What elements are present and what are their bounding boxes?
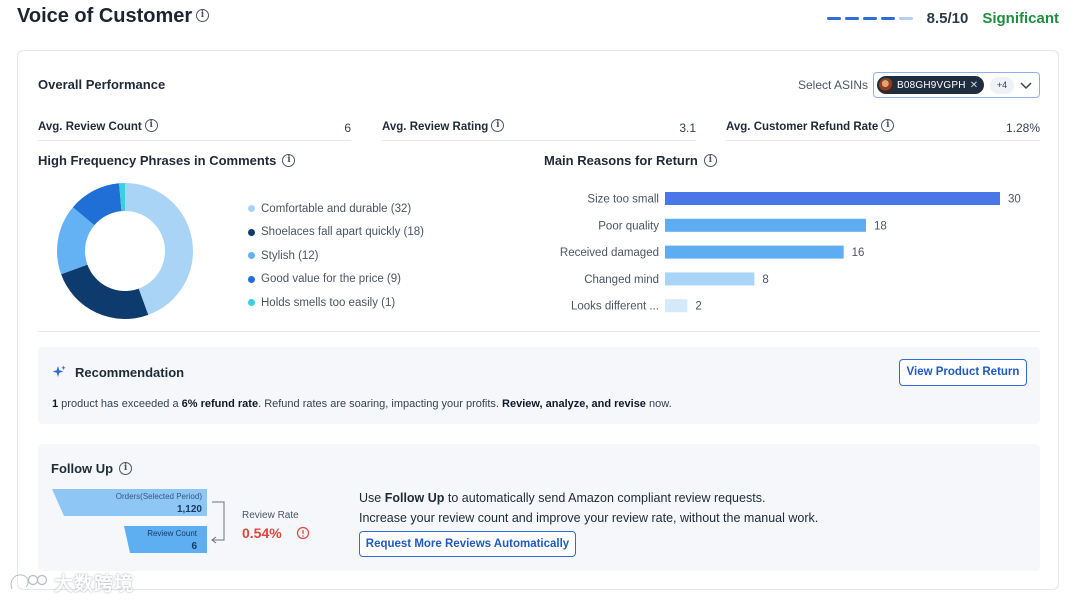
page-header: Voice of Customer i 8.5/10 Significant — [17, 5, 1063, 31]
donut-slice[interactable] — [125, 183, 193, 315]
review-count-value: 6 — [191, 541, 197, 552]
donut-slice[interactable] — [119, 183, 125, 212]
legend-swatch — [248, 228, 255, 236]
funnel-orders-shape — [52, 489, 207, 516]
bar-category-label: Changed mind — [584, 274, 659, 286]
legend-label: Stylish (12) — [261, 249, 319, 262]
follow-up-title: Follow Up i — [51, 461, 133, 476]
more-asins-badge[interactable]: +4 — [990, 77, 1014, 94]
chevron-down-icon[interactable] — [1019, 78, 1033, 92]
bar[interactable] — [665, 218, 866, 232]
return-reasons-title: Main Reasons for Return i — [544, 153, 717, 168]
bar-value-label: 8 — [762, 274, 768, 286]
legend-swatch — [248, 205, 255, 213]
score-progress — [826, 16, 913, 20]
bar-value-label: 2 — [695, 301, 701, 313]
legend-swatch — [248, 252, 255, 260]
bar[interactable] — [665, 192, 1000, 205]
bar-value-label: 18 — [874, 220, 887, 232]
recommendation-title: Recommendation — [75, 365, 185, 380]
funnel-reviews-shape — [124, 526, 207, 553]
product-thumbnail — [879, 78, 893, 92]
follow-up-line-1: Use Follow Up to automatically send Amaz… — [359, 491, 766, 505]
asin-select[interactable]: B08GH9VGPH ✕ +4 — [873, 72, 1040, 98]
view-product-return-button[interactable]: View Product Return — [899, 359, 1027, 386]
return-reasons-bar-chart: Size too small 30 Poor quality 18 Received d… — [560, 192, 1021, 313]
metric-value: 1.28% — [1005, 121, 1040, 135]
donut-slice[interactable] — [72, 183, 122, 226]
follow-up-line-2: Increase your review count and improve y… — [359, 511, 819, 525]
title-info-icon[interactable]: i — [196, 9, 209, 22]
bar[interactable] — [665, 299, 688, 313]
legend-item[interactable]: Stylish (12) — [248, 244, 424, 268]
bar-category-label: Size too small — [587, 194, 659, 206]
review-funnel: Orders(Selected Period) 1,120 Review Cou… — [52, 489, 310, 553]
donut-slice[interactable] — [57, 207, 95, 275]
warning-icon[interactable] — [296, 526, 310, 540]
donut-slice[interactable] — [61, 264, 149, 319]
info-icon[interactable]: i — [282, 154, 296, 168]
review-count-label: Review Count — [147, 529, 198, 538]
phrases-title: High Frequency Phrases in Comments i — [38, 153, 296, 168]
metric-avg-review-rating: Avg. Review Rating i 3.1 — [382, 119, 696, 141]
bar-value-label: 30 — [1008, 194, 1021, 206]
phrases-donut-chart — [57, 183, 193, 319]
metric-label: Avg. Customer Refund Rate — [726, 121, 879, 133]
metric-avg-review-count: Avg. Review Count i 6 — [38, 119, 351, 141]
legend-swatch — [248, 299, 255, 307]
info-icon[interactable]: i — [119, 462, 133, 476]
bar-category-label: Poor quality — [598, 220, 659, 232]
legend-item[interactable]: Good value for the price (9) — [248, 268, 424, 292]
funnel-bracket — [212, 501, 225, 541]
score-value: 8.5/10 — [926, 9, 969, 27]
orders-value: 1,120 — [177, 504, 202, 515]
watermark: 大数跨境 — [8, 568, 134, 596]
bar[interactable] — [665, 272, 755, 286]
watermark-text: 大数跨境 — [54, 572, 135, 595]
score-label: Significant — [982, 9, 1059, 27]
legend-swatch — [248, 275, 255, 283]
asin-chip[interactable]: B08GH9VGPH ✕ — [877, 76, 984, 94]
info-icon[interactable]: i — [144, 119, 158, 133]
bar-value-label: 16 — [852, 247, 865, 259]
orders-label: Orders(Selected Period) — [116, 492, 203, 501]
legend-item[interactable]: Comfortable and durable (32) — [248, 197, 424, 221]
metric-label: Avg. Review Rating — [382, 121, 489, 133]
metric-avg-refund-rate: Avg. Customer Refund Rate i 1.28% — [726, 119, 1040, 141]
page-title: Voice of Customer — [17, 5, 193, 27]
sparkle-icon — [52, 365, 66, 377]
review-rate-value: 0.54% — [242, 525, 282, 541]
legend-label: Good value for the price (9) — [261, 273, 401, 286]
recommendation-text: 1 product has exceeded a 6% refund rate.… — [52, 398, 672, 410]
metric-value: 3.1 — [679, 121, 696, 135]
overall-performance-title: Overall Performance — [38, 77, 166, 92]
legend-label: Holds smells too easily (1) — [261, 296, 396, 309]
info-icon[interactable]: i — [703, 154, 717, 168]
bar-category-label: Looks different ... — [571, 301, 659, 313]
recommendation-panel: Recommendation 1 product has exceeded a … — [38, 347, 1040, 424]
legend-label: Comfortable and durable (32) — [261, 202, 412, 215]
metric-value: 6 — [344, 121, 351, 135]
watermark-logo-icon — [9, 573, 48, 590]
follow-up-panel: Follow Up i Orders(Selected Period) 1,120… — [38, 444, 1040, 571]
review-rate-label: Review Rate — [242, 510, 299, 521]
bar[interactable] — [665, 245, 844, 259]
legend-item[interactable]: Holds smells too easily (1) — [248, 291, 424, 315]
metric-label: Avg. Review Count — [38, 121, 142, 133]
info-icon[interactable]: i — [881, 119, 895, 133]
score-indicator: 8.5/10 Significant — [826, 8, 1059, 28]
legend-label: Shoelaces fall apart quickly (18) — [261, 226, 424, 239]
info-icon[interactable]: i — [491, 119, 505, 133]
asin-code: B08GH9VGPH — [897, 79, 966, 91]
legend-item[interactable]: Shoelaces fall apart quickly (18) — [248, 221, 424, 245]
request-more-reviews-button[interactable]: Request More Reviews Automatically — [359, 531, 576, 557]
performance-card: Overall Performance Select ASINs B08GH9V… — [17, 50, 1059, 590]
divider — [38, 331, 1040, 332]
remove-asin-icon[interactable]: ✕ — [969, 79, 979, 91]
select-asins-label: Select ASINs — [798, 78, 869, 92]
bar-category-label: Received damaged — [560, 247, 659, 259]
phrases-legend: Comfortable and durable (32) Shoelaces fa… — [248, 197, 424, 315]
